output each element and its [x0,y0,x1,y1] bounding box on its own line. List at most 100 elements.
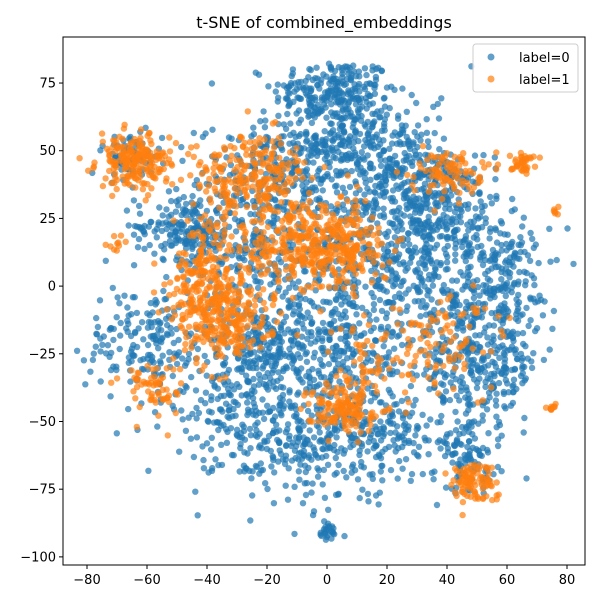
data-point [147,299,154,307]
data-point [257,168,264,176]
data-point [495,418,503,425]
data-point [356,447,363,454]
data-point [300,145,308,152]
data-point [350,68,358,75]
data-point [314,108,321,115]
data-point [321,164,328,171]
data-point [104,342,112,349]
data-point [411,209,419,216]
data-point [493,413,500,420]
data-point [477,198,484,205]
data-point [256,197,264,204]
data-point [321,155,329,163]
data-point [487,193,494,201]
data-point [97,147,104,154]
data-point [249,337,257,344]
data-point [444,449,452,456]
data-point [179,157,186,164]
data-point [99,341,106,348]
data-point [262,170,270,178]
data-point [195,229,202,236]
data-point [485,430,492,437]
data-point [316,328,323,336]
data-point [149,309,156,316]
data-point [232,348,239,355]
data-point [465,242,472,250]
data-point [182,314,189,322]
data-point [238,161,245,168]
data-point [380,95,388,102]
data-point [406,241,413,248]
data-point [236,171,243,179]
data-point [306,112,313,119]
data-point [295,94,302,102]
data-point [273,421,280,428]
data-point [321,326,328,333]
data-point [425,276,432,283]
data-point [486,394,493,401]
data-point [364,448,371,455]
data-point [295,107,303,114]
data-point [359,154,367,161]
data-point [262,117,269,124]
data-point [221,221,229,228]
data-point [168,197,175,205]
data-point [419,470,426,478]
data-point [409,248,417,255]
data-point [175,336,182,344]
data-point [391,293,399,301]
data-point [251,302,259,309]
data-point [327,64,334,72]
data-point [258,219,265,226]
data-point [528,364,536,372]
data-point [356,494,363,502]
data-point [324,150,331,157]
data-point [564,225,571,232]
data-point [375,430,382,438]
data-point [396,218,404,225]
data-point [219,408,226,415]
data-point [234,432,241,439]
data-point [223,439,231,446]
data-point [274,203,281,210]
data-point [492,226,500,234]
data-point [326,431,334,439]
data-point [418,131,425,138]
data-point [452,376,459,383]
data-point [352,375,360,382]
data-point [287,120,294,127]
data-point [216,245,223,252]
data-point [372,337,379,344]
data-point [523,304,530,312]
data-point [324,173,331,180]
data-point [377,437,385,444]
data-point [287,82,295,89]
data-point [306,197,313,205]
data-point [76,155,83,162]
data-point [367,176,374,183]
data-point [306,314,314,321]
data-point [480,288,487,295]
data-point [504,287,512,294]
data-point [520,214,527,221]
data-point [460,272,467,279]
data-point [262,480,269,487]
data-point [208,373,216,381]
data-point [331,183,339,190]
data-point [464,401,472,408]
data-point [457,219,465,226]
data-point [198,320,205,328]
data-point [328,101,335,108]
data-point [522,278,529,285]
data-point [157,319,164,326]
data-point [328,309,336,316]
data-point [365,498,372,505]
data-point [366,92,373,100]
data-point [249,492,256,499]
data-point [358,458,365,466]
data-point [108,349,115,357]
data-point [116,300,123,307]
data-point [413,426,420,433]
data-point [155,345,162,352]
data-point [465,390,472,398]
